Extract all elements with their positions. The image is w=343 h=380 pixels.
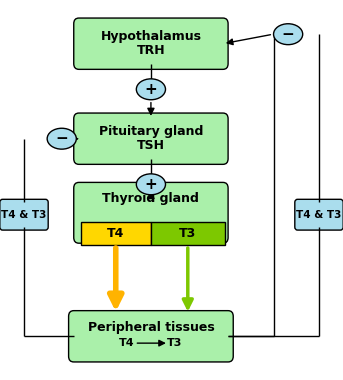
FancyBboxPatch shape — [81, 222, 151, 245]
Text: Thyroid gland: Thyroid gland — [103, 192, 199, 205]
FancyBboxPatch shape — [74, 18, 228, 70]
Text: T4 & T3: T4 & T3 — [1, 210, 47, 220]
FancyBboxPatch shape — [74, 113, 228, 164]
Text: −: − — [55, 131, 68, 146]
FancyBboxPatch shape — [151, 222, 225, 245]
Text: Pituitary gland: Pituitary gland — [99, 125, 203, 138]
Ellipse shape — [136, 174, 165, 195]
FancyBboxPatch shape — [0, 199, 48, 230]
Text: T4 & T3: T4 & T3 — [296, 210, 342, 220]
Text: Peripheral tissues: Peripheral tissues — [87, 321, 214, 334]
Text: +: + — [144, 177, 157, 192]
Text: +: + — [144, 82, 157, 97]
FancyBboxPatch shape — [74, 182, 228, 243]
Text: −: − — [282, 27, 295, 42]
Text: Hypothalamus: Hypothalamus — [100, 30, 201, 43]
Ellipse shape — [136, 79, 165, 100]
FancyBboxPatch shape — [295, 199, 343, 230]
Text: T3: T3 — [179, 227, 197, 240]
Text: TSH: TSH — [137, 139, 165, 152]
Ellipse shape — [274, 24, 303, 44]
Text: T3: T3 — [167, 338, 182, 348]
Text: T4: T4 — [119, 338, 135, 348]
FancyBboxPatch shape — [69, 311, 233, 362]
Text: T4: T4 — [107, 227, 125, 240]
Text: TRH: TRH — [137, 44, 165, 57]
Ellipse shape — [47, 128, 76, 149]
